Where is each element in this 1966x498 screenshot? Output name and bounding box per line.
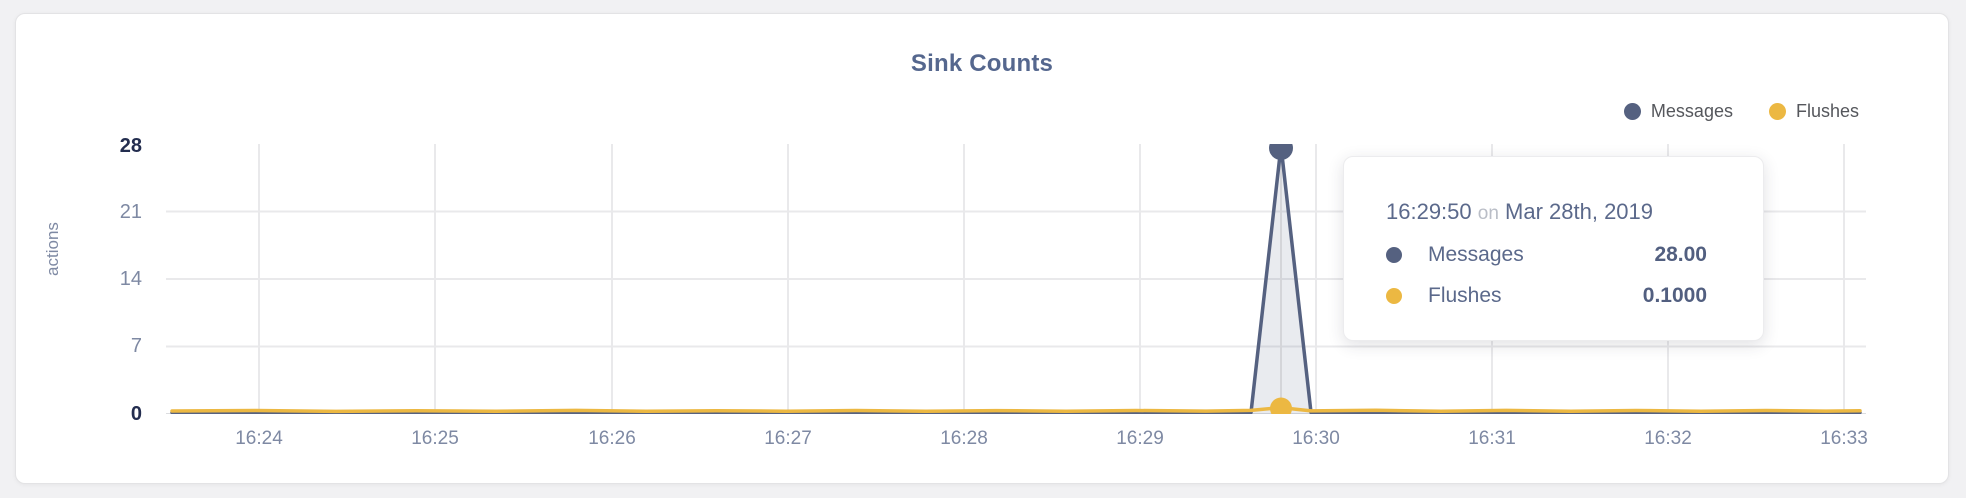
x-tick-1629: 16:29 <box>1116 428 1164 449</box>
tooltip-timestamp: 16:29:50 on Mar 28th, 2019 <box>1386 199 1707 227</box>
y-tick-28: 28 <box>119 135 142 157</box>
y-tick-7: 7 <box>130 335 142 357</box>
x-tick-1633: 16:33 <box>1820 428 1868 449</box>
tooltip-time: 16:29:50 <box>1386 199 1472 224</box>
x-tick-1631: 16:31 <box>1468 428 1516 449</box>
plot-area[interactable] <box>166 144 1866 414</box>
legend-item-flushes[interactable]: Flushes <box>1768 101 1859 122</box>
chart-canvas <box>166 144 1866 414</box>
messages-tooltip-dot-icon <box>1386 247 1402 263</box>
x-tick-1630: 16:30 <box>1292 428 1340 449</box>
legend-item-messages[interactable]: Messages <box>1623 101 1733 122</box>
y-tick-0: 0 <box>130 403 142 425</box>
tooltip-on-word: on <box>1477 203 1499 224</box>
messages-legend-dot-icon <box>1623 103 1641 120</box>
flushes-tooltip-dot-icon <box>1386 288 1402 304</box>
tooltip-messages-label: Messages <box>1428 243 1524 266</box>
x-tick-1627: 16:27 <box>764 428 812 449</box>
chart-card: Sink Counts Messages Flushes actions 28 … <box>15 13 1949 484</box>
y-tick-21: 21 <box>119 201 142 223</box>
flushes-hover-point <box>1270 397 1292 414</box>
tooltip-row-messages: Messages 28.00 <box>1386 242 1707 268</box>
x-tick-1624: 16:24 <box>235 428 283 449</box>
tooltip-date: Mar 28th, 2019 <box>1505 199 1654 224</box>
legend-label-messages: Messages <box>1650 101 1733 121</box>
y-tick-14: 14 <box>119 268 142 290</box>
tooltip-flushes-value: 0.1000 <box>1642 284 1707 307</box>
flushes-line <box>170 405 1862 414</box>
tooltip-flushes-label: Flushes <box>1428 284 1502 307</box>
tooltip-row-flushes: Flushes 0.1000 <box>1386 283 1707 309</box>
messages-hover-point <box>1269 144 1293 160</box>
chart-tooltip: 16:29:50 on Mar 28th, 2019 Messages 28.0… <box>1343 156 1764 341</box>
legend-label-flushes: Flushes <box>1795 101 1859 121</box>
x-tick-1625: 16:25 <box>411 428 459 449</box>
legend: Messages Flushes <box>1623 101 1859 122</box>
x-tick-1632: 16:32 <box>1644 428 1692 449</box>
tooltip-messages-value: 28.00 <box>1654 243 1707 266</box>
x-tick-1626: 16:26 <box>588 428 636 449</box>
flushes-legend-dot-icon <box>1768 103 1786 120</box>
chart-title: Sink Counts <box>910 50 1054 77</box>
x-tick-1628: 16:28 <box>940 428 988 449</box>
